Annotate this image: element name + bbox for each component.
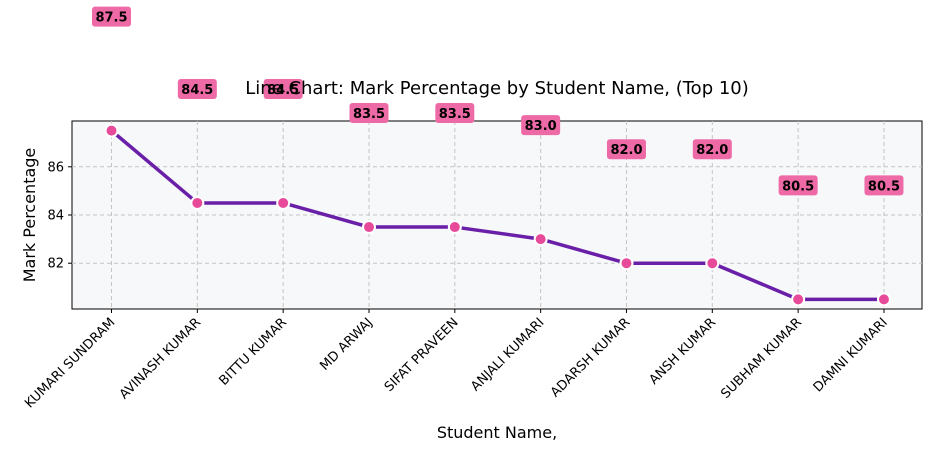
y-axis-label: Mark Percentage bbox=[20, 148, 39, 283]
data-point-marker bbox=[104, 123, 119, 138]
data-label-box bbox=[349, 103, 389, 124]
data-label-box bbox=[778, 175, 818, 196]
data-label: 87.5 bbox=[95, 11, 127, 26]
data-label-box bbox=[177, 78, 217, 99]
data-point-marker bbox=[876, 292, 891, 307]
data-point-marker bbox=[190, 195, 205, 210]
chart-title: Line Chart: Mark Percentage by Student N… bbox=[245, 78, 749, 99]
data-label: 83.0 bbox=[525, 119, 557, 134]
x-axis-label: Student Name, bbox=[437, 423, 557, 442]
y-tick-label: 86 bbox=[47, 160, 64, 175]
y-tick-label: 84 bbox=[47, 209, 64, 224]
data-label-box bbox=[92, 6, 131, 27]
series-line-layer bbox=[104, 123, 891, 307]
data-point-marker bbox=[447, 220, 462, 235]
data-label: 84.5 bbox=[181, 83, 213, 98]
data-label: 83.5 bbox=[439, 107, 471, 122]
y-tick-label: 82 bbox=[47, 257, 64, 272]
data-label-layer: 87.5 84.5 84.5 83.5 83.5 83.0 82.0 82.0 80.5 80.5 bbox=[92, 6, 904, 196]
data-point-marker bbox=[705, 256, 720, 271]
data-label-box bbox=[521, 115, 561, 136]
data-label: 80.5 bbox=[868, 179, 900, 194]
data-point-marker bbox=[619, 256, 634, 271]
data-point-marker bbox=[276, 195, 291, 210]
data-label-box bbox=[435, 103, 475, 124]
data-point-marker bbox=[791, 292, 806, 307]
data-label: 83.5 bbox=[353, 107, 385, 122]
data-label: 82.0 bbox=[610, 143, 642, 158]
data-label: 80.5 bbox=[782, 179, 814, 194]
data-point-marker bbox=[533, 232, 548, 247]
series-line bbox=[109, 128, 886, 302]
data-label-box bbox=[606, 139, 646, 160]
data-point-marker bbox=[361, 220, 376, 235]
data-label: 84.5 bbox=[267, 83, 299, 98]
data-label-box bbox=[263, 78, 303, 99]
data-label: 82.0 bbox=[696, 143, 728, 158]
data-label-box bbox=[864, 175, 904, 196]
data-label-box bbox=[692, 139, 732, 160]
